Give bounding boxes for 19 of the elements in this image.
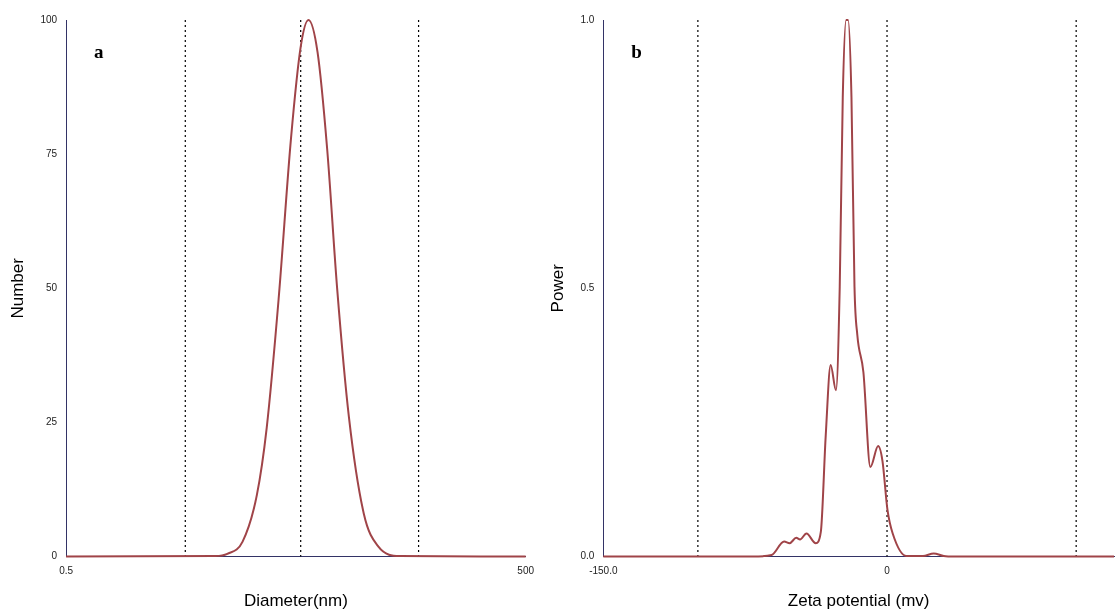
y-tick-label: 25 [45, 416, 58, 428]
x-tick-label: 0 [884, 565, 891, 577]
y-tick-label: 100 [40, 13, 58, 25]
line-series [602, 19, 1115, 558]
x-tick-label: -150.0 [589, 565, 618, 577]
annotation: b [631, 41, 642, 62]
x-axis-title: Diameter(nm) [243, 591, 348, 611]
y-tick-label: 0 [51, 550, 58, 562]
y-tick-label: 50 [45, 282, 58, 294]
y-tick-label: 75 [45, 147, 58, 159]
x-tick-label: 500 [517, 565, 535, 577]
x-axis-title: Zeta potential (mv) [787, 591, 930, 611]
annotation: a [94, 41, 105, 62]
x-tick-label: 0.5 [59, 565, 74, 577]
y-axis-title: Power [547, 263, 567, 313]
y-tick-label: 0.5 [580, 282, 595, 294]
y-axis-title: Number [7, 257, 27, 319]
y-tick-label: 0.0 [580, 550, 595, 562]
y-tick-label: 1.0 [580, 13, 595, 25]
